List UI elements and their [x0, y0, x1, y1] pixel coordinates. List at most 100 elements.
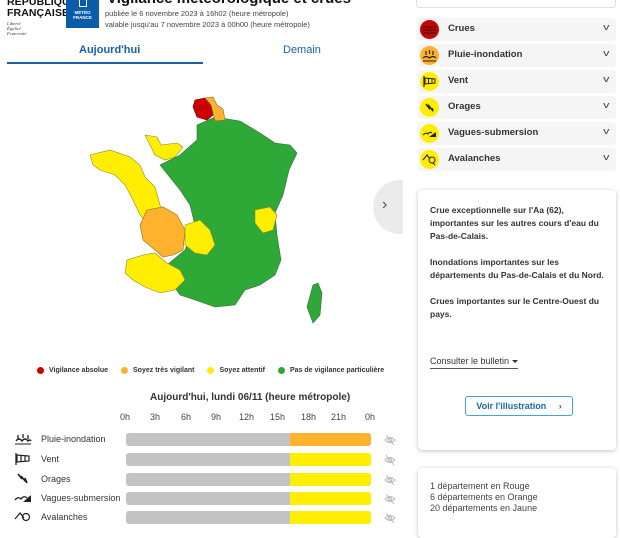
chevron-right-icon: ›: [382, 196, 388, 213]
bulletin-paragraph: Crue exceptionnelle sur l'Aa (62), impor…: [430, 205, 599, 241]
legend-item-green: Pas de vigilance particulière: [278, 367, 384, 374]
waves-icon: [14, 495, 31, 502]
hour-label: 6h: [181, 412, 192, 422]
meteo-logo-mark-icon: [78, 0, 87, 7]
tab-aujourdhui[interactable]: Aujourd'hui: [79, 44, 141, 56]
phenomenon-orages[interactable]: Orages v: [418, 96, 616, 119]
eye-off-icon[interactable]: [384, 493, 396, 505]
phenomenon-vagues-submersion[interactable]: Vagues-submersion v: [418, 122, 616, 145]
timeline-row-orages: Orages: [0, 473, 410, 487]
caret-down-icon: [512, 360, 519, 364]
timeline-row-pluie-inondation: Pluie-inondation: [0, 433, 410, 447]
view-illustration-button[interactable]: Voir l'illustration ›: [465, 396, 573, 416]
yellow-segment: [290, 492, 371, 505]
summary-red: 1 département en Rouge: [430, 481, 530, 491]
chevron-down-icon: v: [602, 22, 609, 32]
page-title: Vigilance météorologique et crues: [107, 0, 351, 7]
legend-item-yellow: Soyez attentif: [207, 367, 265, 374]
rain-flood-icon: [15, 434, 32, 445]
thunderstorm-icon: [420, 98, 439, 117]
orange-dot-icon: [121, 367, 129, 374]
chevron-down-icon: v: [602, 48, 609, 58]
phenomenon-avalanches[interactable]: Avalanches v: [418, 148, 616, 171]
left-panel: RÉPUBLIQUE FRANÇAISE Liberté Égalité Fra…: [0, 0, 410, 524]
bulletin-card: Crue exceptionnelle sur l'Aa (62), impor…: [418, 190, 616, 450]
page-header: RÉPUBLIQUE FRANÇAISE Liberté Égalité Fra…: [0, 0, 410, 62]
thunderstorm-icon: [17, 473, 28, 484]
timeline-bar[interactable]: [126, 433, 371, 446]
eye-off-icon[interactable]: [384, 512, 396, 524]
red-dot-icon: [37, 367, 44, 374]
hour-label: 9h: [211, 412, 222, 422]
waves-icon: [420, 124, 439, 143]
avalanche-icon: [14, 512, 31, 522]
vigilance-map[interactable]: [85, 95, 335, 335]
chevron-down-icon: v: [602, 74, 609, 84]
timeline-bar[interactable]: [126, 492, 371, 505]
yellow-segment: [290, 473, 371, 486]
chevron-down-icon: v: [602, 100, 609, 110]
motto-liberte: Liberté: [7, 21, 21, 26]
wind-icon: [15, 453, 30, 465]
meteo-france-logo: MÉTÉO FRANCE: [66, 0, 99, 28]
flood-icon: [420, 20, 439, 39]
hour-label: 21h: [331, 412, 347, 422]
eye-off-icon[interactable]: [384, 454, 396, 466]
hour-label: 0h: [120, 412, 131, 422]
right-panel: Crues v Pluie-inondation v Vent v Orages…: [416, 0, 620, 538]
legend-item-orange: Soyez très vigilant: [121, 367, 194, 374]
top-card: [416, 0, 616, 8]
orange-segment: [290, 433, 371, 446]
phenomenon-crues[interactable]: Crues v: [418, 18, 616, 41]
day-tabs: Aujourd'hui Demain: [0, 40, 410, 65]
meteo-logo-line-2: FRANCE: [73, 15, 92, 20]
summary-card: 1 département en Rouge 6 départements en…: [418, 468, 616, 538]
valid-until-date: valable jusqu'au 7 novembre 2023 à 00h00…: [105, 20, 310, 29]
motto-fraternite: Fraternité: [7, 31, 27, 36]
bulletin-paragraph: Inondations importantes sur les départem…: [430, 257, 604, 280]
republic-line-2: FRANÇAISE: [7, 7, 70, 19]
republique-francaise-logo: RÉPUBLIQUE FRANÇAISE Liberté Égalité Fra…: [7, 0, 77, 36]
timeline-bar[interactable]: [126, 453, 371, 466]
wind-icon: [420, 72, 439, 91]
green-dot-icon: [278, 367, 285, 374]
yellow-segment: [290, 511, 371, 524]
phenomenon-pluie-inondation[interactable]: Pluie-inondation v: [418, 44, 616, 67]
chevron-right-icon: ›: [558, 401, 562, 411]
summary-orange: 6 départements en Orange: [430, 492, 538, 502]
timeline-row-vent: Vent: [0, 453, 410, 467]
timeline-bar[interactable]: [126, 473, 371, 486]
map-next-button[interactable]: ›: [373, 180, 403, 234]
eye-off-icon[interactable]: [384, 474, 396, 486]
published-date: publiée le 6 novembre 2023 à 16h02 (heur…: [105, 9, 289, 18]
hour-label: 12h: [239, 412, 255, 422]
eye-off-icon[interactable]: [384, 434, 396, 446]
chevron-down-icon: v: [602, 152, 609, 162]
hour-label: 15h: [270, 412, 286, 422]
legend-item-red: Vigilance absolue: [37, 367, 108, 374]
timeline-row-vagues-submersion: Vagues-submersion: [0, 492, 410, 506]
hour-label: 3h: [150, 412, 161, 422]
active-tab-indicator: [7, 62, 203, 64]
phenomenon-vent[interactable]: Vent v: [418, 70, 616, 93]
republic-line-1: RÉPUBLIQUE: [7, 0, 77, 8]
hour-label: 18h: [301, 412, 317, 422]
motto: Liberté Égalité Fraternité: [7, 21, 77, 36]
meteo-logo-line-1: MÉTÉO: [74, 10, 91, 15]
consult-bulletin-dropdown[interactable]: Consulter le bulletin: [430, 356, 519, 369]
map-legend: Vigilance absolue Soyez très vigilant So…: [37, 367, 384, 374]
tab-demain[interactable]: Demain: [283, 44, 321, 56]
avalanche-icon: [420, 150, 439, 169]
yellow-dot-icon: [207, 367, 215, 374]
bulletin-paragraph: Crues importantes sur le Centre-Ouest du…: [430, 296, 600, 319]
motto-egalite: Égalité: [7, 26, 21, 31]
timeline-hours: 0h 3h 6h 9h 12h 15h 18h 21h 0h: [120, 412, 380, 424]
chevron-down-icon: v: [602, 126, 609, 136]
timeline-row-avalanches: Avalanches: [0, 511, 410, 525]
timeline-title: Aujourd'hui, lundi 06/11 (heure métropol…: [150, 392, 351, 403]
yellow-segment: [290, 453, 371, 466]
summary-yellow: 20 départements en Jaune: [430, 503, 538, 513]
rain-flood-icon: [420, 46, 439, 65]
hour-label: 0h: [365, 412, 376, 422]
timeline-bar[interactable]: [126, 511, 371, 524]
